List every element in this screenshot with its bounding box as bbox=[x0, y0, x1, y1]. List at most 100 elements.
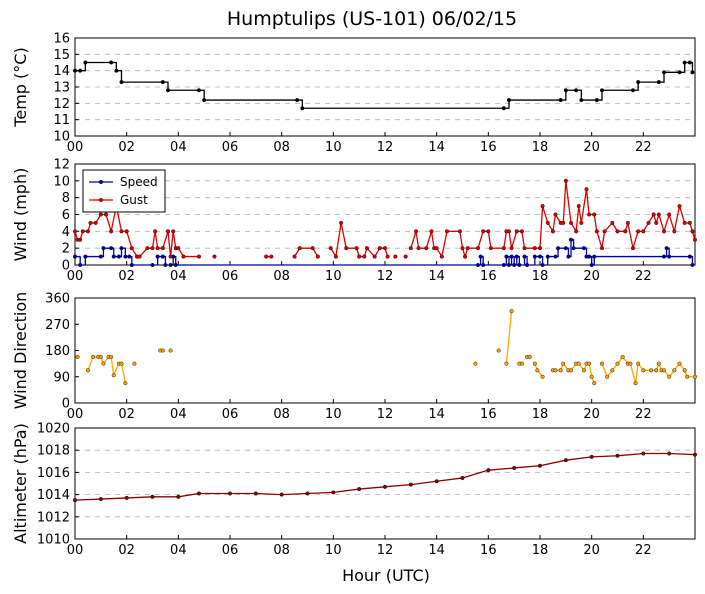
gust-point bbox=[693, 237, 698, 242]
altimeter-point bbox=[305, 491, 310, 496]
gust-point bbox=[460, 246, 465, 251]
x-tick-label: 16 bbox=[480, 269, 497, 284]
speed-point bbox=[507, 263, 512, 268]
gust-point bbox=[145, 246, 150, 251]
gust-point bbox=[137, 254, 142, 259]
y-tick-label: 11 bbox=[53, 113, 70, 128]
gust-point bbox=[476, 246, 481, 251]
gust-point bbox=[445, 229, 450, 234]
direction-point bbox=[535, 368, 540, 373]
y-tick-label: 1010 bbox=[37, 533, 70, 548]
speed-point bbox=[556, 246, 561, 251]
x-tick-label: 02 bbox=[118, 407, 135, 422]
x-axis-label: Hour (UTC) bbox=[342, 566, 430, 585]
speed-point bbox=[538, 254, 543, 259]
temp-point bbox=[579, 98, 584, 103]
direction-point bbox=[123, 381, 128, 386]
speed-point bbox=[563, 246, 568, 251]
gust-point bbox=[354, 246, 359, 251]
gust-point bbox=[171, 229, 176, 234]
altimeter-point bbox=[72, 498, 77, 503]
speed-point bbox=[101, 246, 106, 251]
gust-point bbox=[434, 246, 439, 251]
y-tick-label: 1020 bbox=[37, 422, 70, 437]
y-tick-label: 15 bbox=[53, 48, 70, 63]
direction-point bbox=[132, 361, 137, 366]
direction-point bbox=[610, 368, 615, 373]
y-tick-label: 12 bbox=[53, 158, 70, 173]
gust-point bbox=[93, 220, 98, 225]
gust-point bbox=[561, 220, 566, 225]
direction-point bbox=[160, 348, 165, 353]
direction-point bbox=[641, 368, 646, 373]
speed-point bbox=[517, 263, 522, 268]
x-tick-label: 22 bbox=[635, 407, 652, 422]
temp-point bbox=[600, 88, 605, 93]
speed-point bbox=[501, 263, 506, 268]
y-tick-label: 6 bbox=[62, 208, 70, 223]
gust-point bbox=[486, 229, 491, 234]
direction-point bbox=[561, 361, 566, 366]
speed-point bbox=[111, 254, 116, 259]
y-tick-label: 1014 bbox=[37, 488, 70, 503]
direction-point bbox=[581, 368, 586, 373]
temp-point bbox=[114, 68, 119, 73]
direction-point bbox=[527, 354, 532, 359]
direction-point bbox=[98, 354, 103, 359]
x-tick-label: 16 bbox=[480, 407, 497, 422]
direction-point bbox=[662, 368, 667, 373]
speed-point bbox=[589, 263, 594, 268]
gust-point bbox=[385, 254, 390, 259]
gust-point bbox=[339, 220, 344, 225]
gust-point bbox=[623, 229, 628, 234]
direction-point bbox=[615, 361, 620, 366]
direction-point bbox=[592, 381, 597, 386]
gust-point bbox=[429, 229, 434, 234]
direction-point bbox=[509, 309, 514, 314]
direction-point bbox=[540, 374, 545, 379]
gust-point bbox=[465, 246, 470, 251]
x-tick-label: 08 bbox=[273, 407, 290, 422]
temp-point bbox=[662, 70, 667, 75]
gust-point bbox=[584, 187, 589, 192]
x-tick-label: 10 bbox=[325, 269, 342, 284]
gust-point bbox=[636, 229, 641, 234]
speed-point bbox=[481, 263, 486, 268]
gust-point bbox=[103, 212, 108, 217]
gust-point bbox=[357, 254, 362, 259]
plot-frame bbox=[74, 37, 696, 137]
x-tick-label: 18 bbox=[532, 543, 549, 558]
gust-point bbox=[364, 246, 369, 251]
gust-point bbox=[610, 220, 615, 225]
gust-point bbox=[576, 204, 581, 209]
x-tick-label: 04 bbox=[170, 269, 187, 284]
gust-point bbox=[545, 220, 550, 225]
speed-point bbox=[587, 254, 592, 259]
x-tick-label: 12 bbox=[377, 407, 394, 422]
x-tick-label: 06 bbox=[222, 407, 239, 422]
speed-point bbox=[514, 254, 519, 259]
gust-point bbox=[165, 229, 170, 234]
speed-point bbox=[664, 246, 669, 251]
speed-point bbox=[545, 254, 550, 259]
y-tick-label: 8 bbox=[62, 191, 70, 206]
gust-point bbox=[153, 229, 158, 234]
temp-point bbox=[72, 68, 77, 73]
speed-point bbox=[525, 263, 530, 268]
temp-point bbox=[690, 70, 695, 75]
x-tick-label: 02 bbox=[118, 269, 135, 284]
speed-point bbox=[109, 246, 114, 251]
speed-point bbox=[566, 254, 571, 259]
temp-point bbox=[687, 60, 692, 65]
speed-point bbox=[540, 263, 545, 268]
legend-marker-speed bbox=[98, 179, 103, 184]
gust-point bbox=[481, 229, 486, 234]
x-tick-label: 00 bbox=[67, 543, 84, 558]
gust-point bbox=[212, 254, 217, 259]
gust-point bbox=[682, 220, 687, 225]
x-tick-label: 18 bbox=[532, 269, 549, 284]
altimeter-point bbox=[563, 458, 568, 463]
temp-point bbox=[563, 88, 568, 93]
altimeter-point bbox=[641, 451, 646, 456]
